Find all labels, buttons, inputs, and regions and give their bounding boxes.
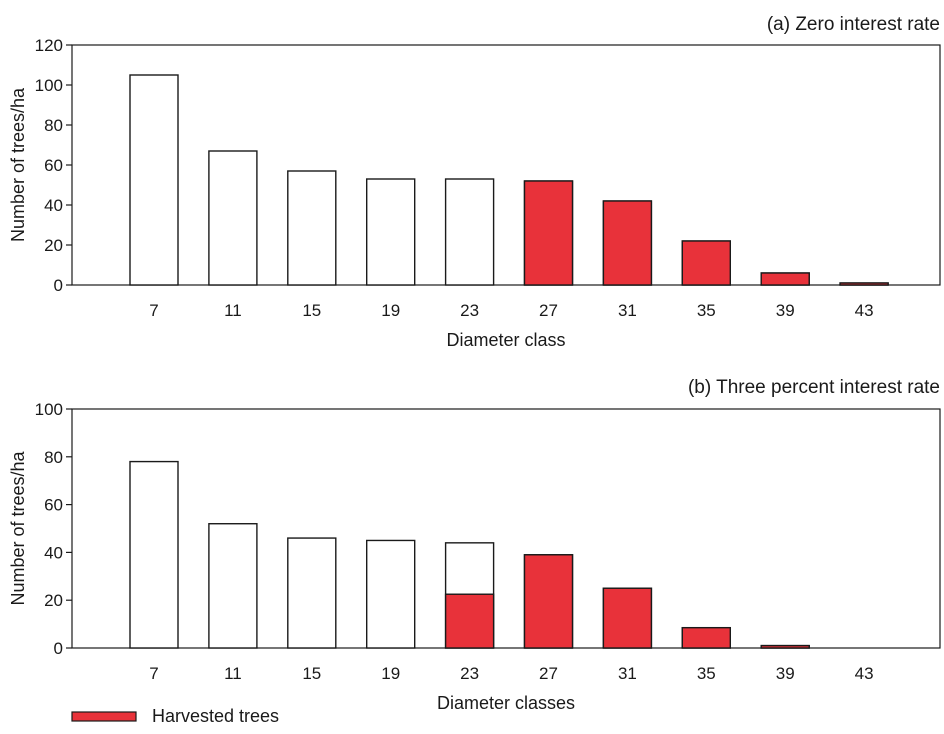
legend: Harvested trees (71, 706, 279, 726)
panel-b-plot-frame (71, 408, 941, 649)
panel-a-y-tick-label: 20 (44, 236, 63, 255)
panel-b-bar-standing (208, 523, 258, 649)
panel-a-x-tick-label: 7 (149, 301, 158, 320)
panel-b-bar-harvested (523, 554, 574, 649)
panel-b-x-tick-label: 39 (776, 664, 795, 683)
panel-b-x-tick-label: 19 (381, 664, 400, 683)
panel-a-x-tick-label: 15 (302, 301, 321, 320)
panel-a-bar-standing (287, 170, 337, 286)
panel-b-x-axis-label: Diameter classes (437, 693, 575, 713)
panel-b-y-tick-label: 80 (44, 448, 63, 467)
panel-a-x-axis-label: Diameter class (446, 330, 565, 350)
panel-b-y-tick-label: 40 (44, 543, 63, 562)
panel-b-x-tick-label: 31 (618, 664, 637, 683)
panel-a-y-tick-label: 0 (54, 276, 63, 295)
panel-a-bar-standing (208, 150, 258, 286)
panel-a-y-tick-label: 100 (35, 76, 63, 95)
panel-b-title: (b) Three percent interest rate (688, 377, 940, 398)
panel-a-x-tick-label: 27 (539, 301, 558, 320)
panel-b-bar-harvested (760, 644, 810, 649)
panel-a-x-tick-label: 23 (460, 301, 479, 320)
panel-a-bar-harvested (681, 240, 731, 286)
panel-b-y-tick-label: 0 (54, 639, 63, 658)
legend-label-harvested: Harvested trees (152, 706, 279, 726)
panel-a-bar-harvested (839, 282, 889, 286)
panel-b-x-tick-label: 11 (224, 664, 242, 683)
panel-b-bar-harvested (444, 593, 495, 649)
panel-a-x-tick-label: 39 (776, 301, 795, 320)
panel-b-bar-standing (366, 539, 416, 649)
panel-b-bar-harvested (602, 587, 653, 649)
panel-a-bar-standing (129, 74, 179, 286)
panel-b: 0 20 40 60 80 100 7 11 15 19 23 27 31 35 39 43 (b) Three… (8, 377, 941, 713)
panel-a-y-tick-label: 80 (44, 116, 63, 135)
panel-a-bar-harvested (602, 200, 653, 286)
panel-a-x-tick-label: 11 (224, 301, 242, 320)
panel-a-bar-harvested (523, 180, 574, 286)
panel-b-bar-harvested (681, 626, 731, 649)
panel-a-x-tick-label: 43 (855, 301, 874, 320)
panel-b-bar-standing (129, 460, 179, 649)
legend-swatch-harvested (71, 711, 137, 722)
panel-b-y-axis-label: Number of trees/ha (8, 450, 28, 605)
panel-b-bar-standing (287, 537, 337, 649)
panel-a-y-axis-label: Number of trees/ha (8, 87, 28, 242)
panel-a-x-tick-label: 19 (381, 301, 400, 320)
panel-b-y-tick-label: 100 (35, 400, 63, 419)
panel-b-y-tick-label: 60 (44, 496, 63, 515)
panel-a-y-tick-label: 120 (35, 36, 63, 55)
panel-a-plot-frame (71, 44, 941, 286)
panel-b-x-tick-label: 35 (697, 664, 716, 683)
panel-b-x-tick-label: 7 (149, 664, 158, 683)
panel-a-y-tick-label: 60 (44, 156, 63, 175)
panel-a-bar-harvested (760, 272, 810, 286)
panel-b-x-tick-label: 27 (539, 664, 558, 683)
panel-a-bar-standing (444, 178, 495, 286)
panel-b-x-tick-label: 23 (460, 664, 479, 683)
panel-a-title: (a) Zero interest rate (767, 14, 940, 35)
panel-a: 0 20 40 60 80 100 120 7 11 15 19 23 27 31 35 39 43 (a) Ze… (8, 14, 941, 350)
panel-b-x-tick-label: 15 (302, 664, 321, 683)
panel-b-x-tick-label: 43 (855, 664, 874, 683)
panel-a-x-tick-label: 35 (697, 301, 716, 320)
panel-b-y-tick-label: 20 (44, 591, 63, 610)
panel-a-bar-standing (366, 178, 416, 286)
panel-a-x-tick-label: 31 (618, 301, 637, 320)
panel-a-y-tick-label: 40 (44, 196, 63, 215)
